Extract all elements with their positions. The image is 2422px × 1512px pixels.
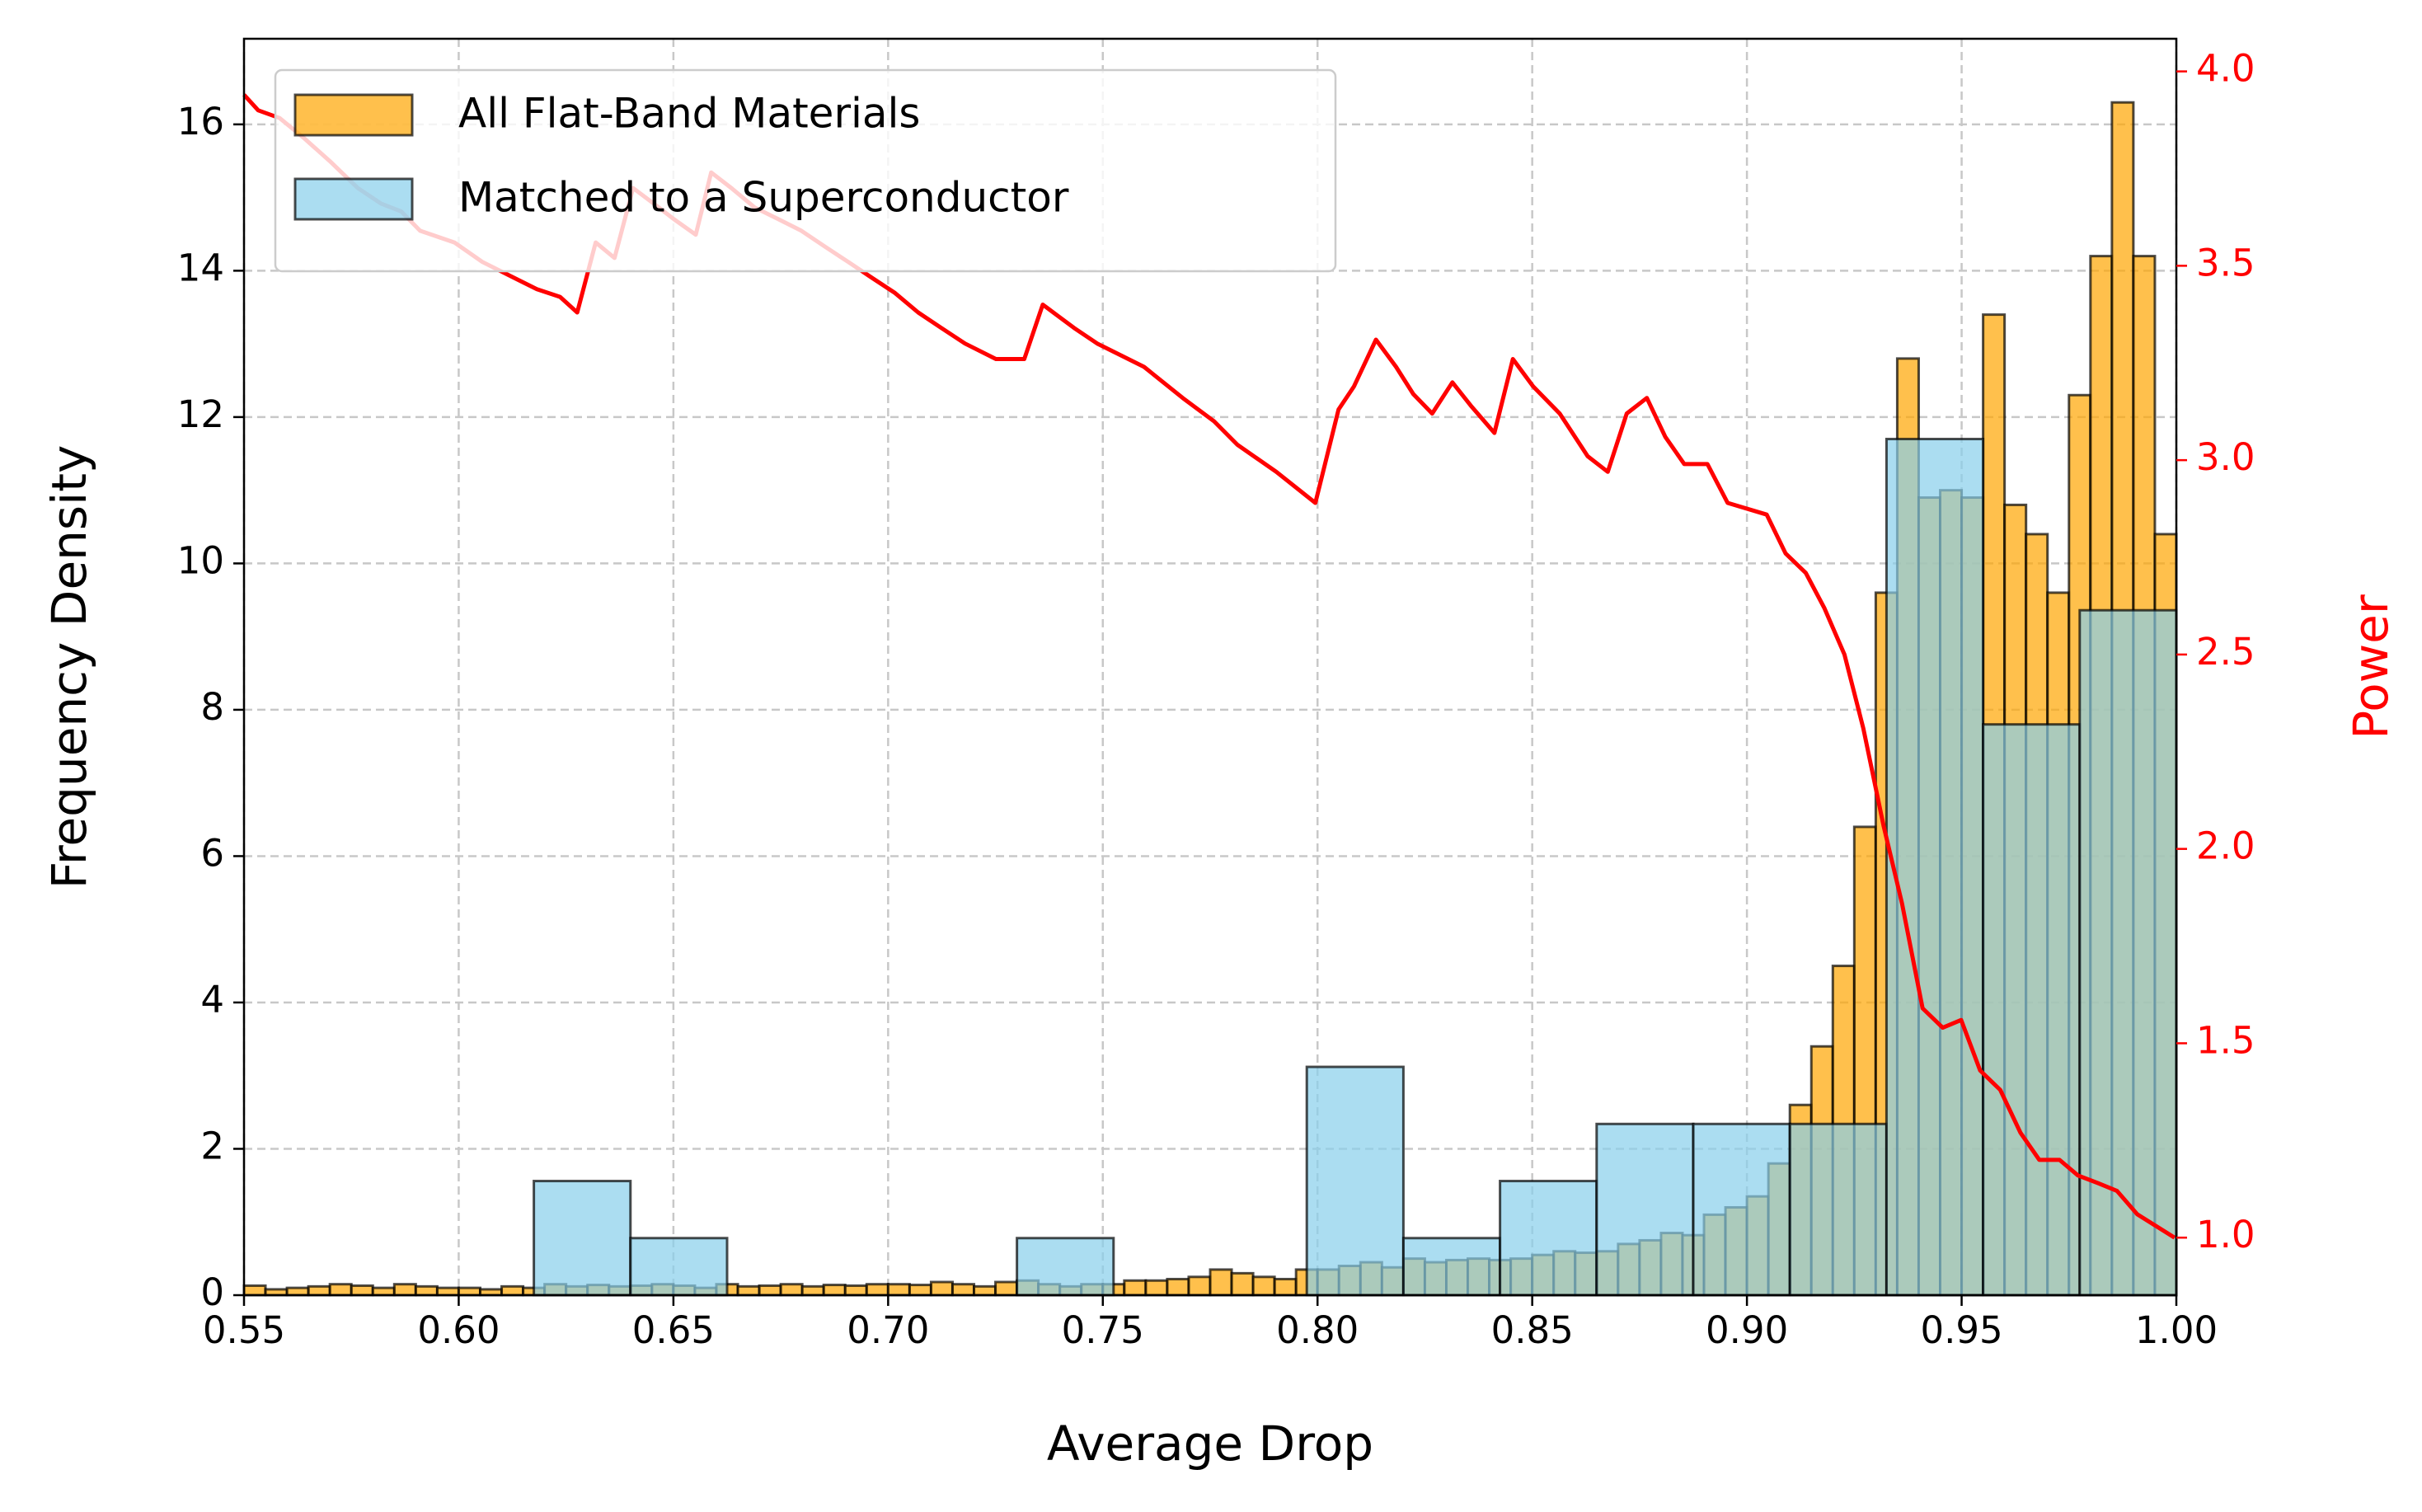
x-tick-label: 0.85 — [1491, 1308, 1574, 1352]
histogram-bar — [1123, 1279, 1148, 1297]
x-tick-label: 1.00 — [2135, 1308, 2218, 1352]
y-tick-label: 16 — [177, 100, 224, 143]
histogram-bar — [457, 1286, 481, 1297]
histogram-bar — [1209, 1268, 1233, 1297]
histogram-bar — [1273, 1277, 1298, 1297]
x-axis-label: Average Drop — [1047, 1416, 1373, 1472]
histogram-bar — [1401, 1237, 1502, 1297]
histogram-bar — [1187, 1275, 1212, 1297]
y-tick-label: 6 — [200, 831, 224, 875]
histogram-bar — [758, 1284, 782, 1297]
histogram-bar — [843, 1284, 868, 1297]
histogram-bar — [1692, 1122, 1791, 1297]
y-tick-label: 0 — [200, 1270, 224, 1314]
histogram-bar — [1595, 1122, 1695, 1297]
plot-frame — [242, 37, 2178, 1297]
histogram-bar — [414, 1284, 439, 1297]
power-line — [242, 93, 2176, 1240]
histogram-bar — [865, 1283, 889, 1297]
histogram-bar — [242, 1284, 267, 1297]
x-tick-label: 0.65 — [632, 1308, 715, 1352]
y-tick-label: 2 — [200, 1124, 224, 1167]
legend-box — [274, 68, 1337, 273]
x-tick-label: 0.75 — [1062, 1308, 1144, 1352]
histogram-bar — [1230, 1271, 1255, 1297]
histogram-bar — [994, 1280, 1019, 1297]
histogram-bar — [533, 1180, 632, 1297]
histogram-bar — [350, 1284, 374, 1297]
x-tick-label: 0.90 — [1706, 1308, 1788, 1352]
x-tick-label: 0.95 — [1920, 1308, 2002, 1352]
histogram-bar — [392, 1283, 417, 1297]
histogram-bar — [929, 1280, 954, 1297]
histogram-bar — [779, 1283, 804, 1297]
histogram-bar — [1144, 1279, 1169, 1297]
histogram-bar — [307, 1284, 331, 1297]
y2-tick-label: 2.0 — [2196, 824, 2255, 868]
legend: All Flat-Band Materials Matched to a Supe… — [274, 68, 1337, 273]
y2-tick-label: 1.5 — [2196, 1018, 2255, 1062]
histogram-bar — [800, 1284, 825, 1297]
histogram-bar — [500, 1284, 525, 1297]
histogram-bar — [371, 1286, 396, 1297]
x-tick-label: 0.70 — [847, 1308, 929, 1352]
histogram-bar — [1788, 1122, 1888, 1297]
y-tick-label: 14 — [177, 246, 224, 289]
legend-swatch — [293, 177, 414, 221]
y2-tick-label: 1.0 — [2196, 1213, 2255, 1256]
histogram-bar — [973, 1284, 997, 1297]
y2-tick-label: 2.5 — [2196, 630, 2255, 674]
y-tick-label: 12 — [177, 392, 224, 436]
y-axis-label: Frequency Density — [41, 445, 97, 890]
y2-axis-label: Power — [2343, 594, 2399, 740]
histogram-bar — [1251, 1275, 1276, 1297]
legend-swatch — [293, 93, 414, 137]
histogram-bar — [908, 1284, 932, 1297]
x-tick-label: 0.60 — [417, 1308, 500, 1352]
x-tick-label: 0.55 — [203, 1308, 285, 1352]
y2-tick-label: 3.5 — [2196, 241, 2255, 284]
histogram-bar — [1016, 1237, 1115, 1297]
histogram-bar — [1885, 438, 1985, 1297]
legend-label: Matched to a Superconductor — [458, 174, 1069, 222]
histogram-bar — [2078, 608, 2178, 1297]
y2-tick-label: 3.0 — [2196, 435, 2255, 479]
histogram-bar — [435, 1286, 460, 1297]
y-tick-label: 4 — [200, 978, 224, 1021]
histogram-bar — [1305, 1065, 1405, 1297]
histogram-bar — [1982, 723, 2082, 1297]
y-tick-label: 10 — [177, 538, 224, 582]
y2-tick-label: 4.0 — [2196, 47, 2255, 91]
legend-label: All Flat-Band Materials — [458, 90, 920, 138]
histogram-bar — [1499, 1180, 1598, 1297]
histogram-bar — [629, 1237, 729, 1297]
histogram-bar — [285, 1286, 310, 1297]
histogram-bar — [328, 1283, 353, 1297]
plot-area — [242, 93, 2178, 1297]
histogram-bar — [822, 1284, 847, 1297]
histogram-bar — [1166, 1277, 1190, 1297]
histogram-bar — [736, 1284, 761, 1297]
y-tick-label: 8 — [200, 685, 224, 729]
x-tick-label: 0.80 — [1276, 1308, 1359, 1352]
histogram-bar — [886, 1283, 911, 1297]
histogram-bar — [950, 1283, 976, 1297]
